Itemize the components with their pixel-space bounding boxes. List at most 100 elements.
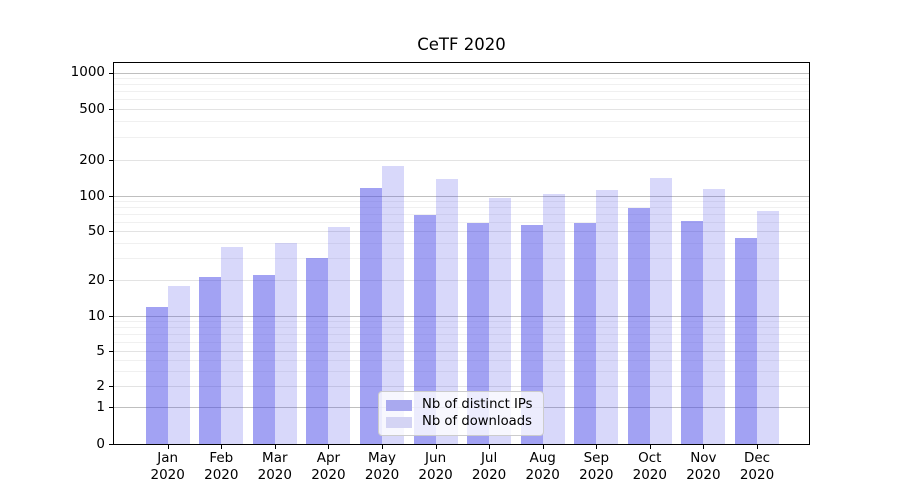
bar-nb-of-distinct-ips-feb bbox=[199, 277, 222, 444]
bar-nb-of-distinct-ips-jun bbox=[413, 214, 436, 444]
y-tick-label-500: 500 bbox=[79, 100, 105, 117]
y-tick-mark-0 bbox=[109, 444, 113, 445]
bar-nb-of-distinct-ips-mar bbox=[252, 274, 275, 444]
legend-label-distinct-ips: Nb of distinct IPs bbox=[422, 397, 533, 412]
y-tick-mark-200 bbox=[109, 160, 113, 161]
x-tick-mark-mar bbox=[274, 445, 276, 449]
y-tick-mark-5 bbox=[109, 351, 113, 352]
bar-nb-of-downloads-jan bbox=[167, 285, 190, 444]
x-tick-label-aug: Aug 2020 bbox=[525, 450, 560, 483]
y-tick-label-50: 50 bbox=[87, 222, 105, 239]
gridline-minor-400 bbox=[113, 121, 810, 123]
x-tick-label-apr: Apr 2020 bbox=[311, 450, 346, 483]
bar-nb-of-distinct-ips-may bbox=[360, 188, 382, 444]
bar-nb-of-distinct-ips-aug bbox=[520, 225, 543, 444]
gridline-mid-200 bbox=[113, 160, 810, 161]
x-tick-label-may: May 2020 bbox=[364, 450, 400, 483]
x-tick-mark-jan bbox=[167, 445, 169, 449]
y-tick-mark-50 bbox=[109, 231, 113, 232]
bar-nb-of-distinct-ips-jul bbox=[467, 222, 490, 444]
bar-nb-of-distinct-ips-dec bbox=[735, 237, 757, 444]
bar-nb-of-downloads-jul bbox=[489, 197, 512, 444]
x-tick-label-dec: Dec 2020 bbox=[739, 450, 775, 483]
y-tick-label-200: 200 bbox=[79, 151, 105, 168]
bar-nb-of-downloads-feb bbox=[221, 247, 244, 444]
x-tick-label-jul: Jul 2020 bbox=[471, 450, 507, 483]
y-tick-mark-2 bbox=[109, 386, 113, 387]
gridline-minor-300 bbox=[113, 137, 810, 139]
y-tick-mark-1 bbox=[109, 407, 113, 408]
x-tick-label-oct: Oct 2020 bbox=[632, 450, 667, 483]
bar-nb-of-downloads-aug bbox=[542, 193, 565, 444]
x-tick-mark-apr bbox=[328, 445, 330, 449]
legend-label-downloads: Nb of downloads bbox=[422, 414, 532, 429]
gridline-minor-40 bbox=[113, 242, 810, 244]
y-tick-label-2: 2 bbox=[96, 377, 105, 394]
y-tick-label-1: 1 bbox=[96, 398, 105, 415]
legend-swatch-distinct-ips bbox=[386, 399, 412, 411]
gridline-minor-70 bbox=[113, 214, 810, 215]
x-tick-mark-feb bbox=[221, 445, 223, 449]
gridline-minor-700 bbox=[113, 91, 810, 93]
gridline-major-1000 bbox=[113, 72, 810, 74]
x-tick-mark-may bbox=[382, 445, 383, 449]
bar-nb-of-downloads-nov bbox=[703, 188, 726, 444]
bar-nb-of-downloads-apr bbox=[328, 227, 351, 444]
bar-nb-of-downloads-sep bbox=[596, 189, 619, 444]
x-tick-label-mar: Mar 2020 bbox=[257, 450, 292, 483]
gridline-minor-600 bbox=[113, 99, 810, 101]
bar-nb-of-distinct-ips-nov bbox=[681, 221, 704, 444]
y-tick-label-5: 5 bbox=[96, 342, 105, 359]
x-tick-mark-oct bbox=[649, 445, 651, 449]
bar-nb-of-distinct-ips-oct bbox=[627, 207, 650, 444]
x-tick-label-nov: Nov 2020 bbox=[686, 450, 721, 483]
y-tick-mark-10 bbox=[109, 316, 113, 317]
gridline-major-10 bbox=[113, 316, 810, 317]
gridline-minor-4 bbox=[113, 359, 810, 361]
gridline-minor-6 bbox=[113, 341, 810, 343]
y-tick-mark-20 bbox=[109, 280, 113, 281]
x-tick-mark-nov bbox=[703, 445, 705, 449]
gridline-minor-7 bbox=[113, 334, 810, 335]
gridline-major-100 bbox=[113, 196, 810, 197]
gridline-minor-900 bbox=[113, 78, 810, 79]
y-tick-mark-1000 bbox=[109, 72, 113, 74]
gridline-minor-9 bbox=[113, 321, 810, 323]
bar-nb-of-distinct-ips-jan bbox=[145, 306, 168, 444]
gridline-mid-2 bbox=[113, 386, 810, 387]
x-tick-mark-jul bbox=[489, 445, 491, 449]
x-tick-mark-sep bbox=[596, 445, 598, 449]
y-tick-mark-100 bbox=[109, 196, 113, 197]
gridline-mid-20 bbox=[113, 280, 810, 281]
legend-swatch-downloads bbox=[386, 416, 412, 428]
chart-title: CeTF 2020 bbox=[417, 35, 506, 54]
bar-nb-of-downloads-oct bbox=[649, 178, 672, 444]
x-tick-mark-aug bbox=[542, 445, 544, 449]
y-tick-label-0: 0 bbox=[96, 435, 105, 452]
y-tick-label-1000: 1000 bbox=[70, 64, 105, 80]
bar-nb-of-distinct-ips-sep bbox=[574, 222, 597, 444]
y-tick-label-10: 10 bbox=[87, 307, 105, 324]
gridline-minor-60 bbox=[113, 221, 810, 223]
gridline-mid-500 bbox=[113, 109, 810, 110]
bar-nb-of-downloads-dec bbox=[757, 210, 779, 444]
x-tick-label-jan: Jan 2020 bbox=[150, 450, 185, 483]
y-tick-mark-500 bbox=[109, 109, 113, 110]
gridline-mid-5 bbox=[113, 351, 810, 352]
gridline-mid-50 bbox=[113, 231, 810, 232]
legend-row-downloads: Nb of downloads bbox=[386, 414, 534, 430]
y-tick-label-20: 20 bbox=[87, 271, 105, 288]
legend: Nb of distinct IPs Nb of downloads bbox=[378, 391, 544, 436]
bar-nb-of-downloads-mar bbox=[274, 242, 297, 444]
bar-nb-of-downloads-may bbox=[382, 166, 404, 444]
x-tick-mark-dec bbox=[757, 445, 758, 449]
gridline-minor-8 bbox=[113, 327, 810, 329]
bar-nb-of-downloads-jun bbox=[435, 179, 458, 444]
gridline-minor-90 bbox=[113, 201, 810, 203]
gridline-minor-30 bbox=[113, 258, 810, 260]
y-tick-label-100: 100 bbox=[79, 187, 105, 204]
x-tick-label-jun: Jun 2020 bbox=[418, 450, 453, 483]
x-tick-label-sep: Sep 2020 bbox=[579, 450, 614, 483]
x-tick-label-feb: Feb 2020 bbox=[204, 450, 239, 483]
